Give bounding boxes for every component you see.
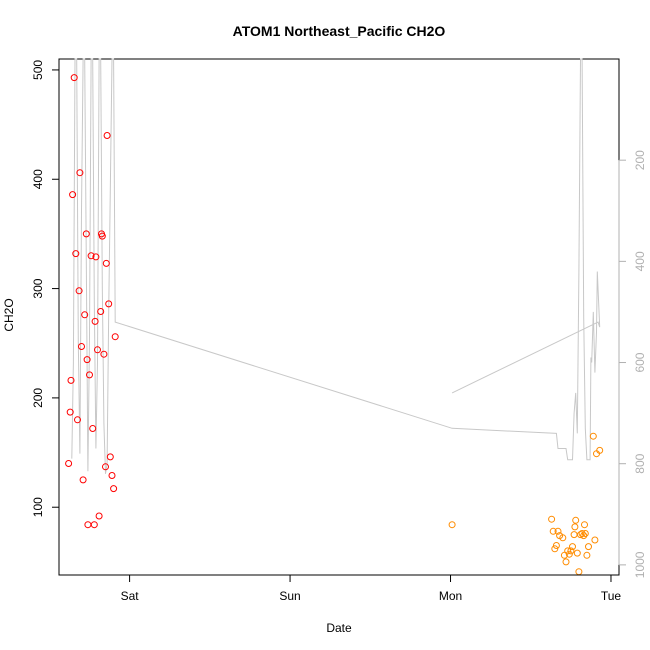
point-red: [76, 169, 84, 177]
point-red: [111, 333, 119, 341]
point-red: [103, 132, 111, 139]
point-orange: [570, 531, 578, 539]
point-orange: [583, 551, 591, 559]
x-tick-label: Sun: [279, 589, 300, 603]
y-tick-label: 200: [31, 388, 45, 408]
point-orange: [572, 516, 580, 524]
point-red: [94, 346, 101, 354]
point-orange: [551, 545, 559, 553]
point-red: [108, 472, 116, 479]
point-red: [65, 460, 73, 467]
y2-tick-label: 600: [633, 352, 647, 372]
point-orange: [578, 530, 586, 537]
y-tick-label: 500: [31, 60, 45, 80]
point-red: [81, 311, 89, 319]
point-orange: [562, 558, 570, 566]
point-orange: [575, 568, 583, 576]
point-orange: [565, 550, 573, 558]
point-red: [83, 356, 91, 364]
point-orange: [589, 432, 597, 440]
point-red: [91, 317, 99, 325]
point-red: [74, 416, 81, 424]
point-orange: [548, 515, 556, 523]
point-orange: [573, 549, 581, 557]
y2-tick-label: 200: [633, 150, 647, 170]
x-tick-label: Sat: [121, 589, 140, 603]
point-red: [92, 253, 100, 261]
points-layer: [65, 74, 604, 576]
point-orange: [549, 527, 557, 535]
point-red: [89, 425, 97, 432]
point-orange: [560, 551, 568, 559]
point-red: [79, 476, 87, 484]
point-red: [90, 521, 98, 529]
point-orange: [554, 527, 562, 535]
point-orange: [596, 446, 604, 454]
y-axis-label: CH2O: [2, 298, 16, 331]
y-tick-label: 400: [31, 169, 45, 189]
y2-tick-label: 800: [633, 453, 647, 473]
point-red: [72, 250, 80, 258]
point-red: [82, 230, 90, 238]
point-orange: [577, 531, 584, 539]
plot-frame: [58, 58, 620, 576]
point-red: [87, 252, 95, 260]
x-axis-label: Date: [326, 621, 352, 635]
point-red: [102, 259, 110, 267]
point-red: [100, 350, 108, 358]
point-orange: [581, 521, 588, 529]
point-red: [66, 408, 74, 416]
point-orange: [564, 547, 572, 555]
point-red: [97, 308, 105, 315]
point-orange: [591, 536, 599, 544]
point-orange: [585, 543, 592, 551]
x-axis: Sat Sun Mon Tue: [121, 574, 622, 603]
point-red: [95, 512, 103, 520]
point-red: [110, 485, 118, 493]
point-orange: [552, 542, 560, 549]
altitude-line-layer: [71, 58, 601, 474]
point-orange: [580, 532, 588, 540]
y-tick-label: 100: [31, 497, 45, 517]
y-axis: 100 200 300 400 500: [31, 60, 60, 517]
point-orange: [581, 530, 589, 537]
point-red: [69, 191, 77, 199]
y2-tick-label: 400: [633, 251, 647, 271]
point-red: [67, 376, 75, 384]
chart-title: ATOM1 Northeast_Pacific CH2O: [233, 23, 446, 39]
point-orange: [567, 547, 575, 555]
point-red: [102, 463, 109, 471]
x-tick-label: Mon: [439, 589, 462, 603]
x-tick-label: Tue: [601, 589, 622, 603]
point-orange: [569, 543, 576, 551]
y2-tick-label: 1000: [633, 551, 647, 578]
point-red: [105, 300, 113, 308]
point-red: [86, 371, 93, 379]
point-orange: [571, 523, 579, 531]
y2-axis: 200 400 600 800 1000: [618, 150, 647, 578]
point-red: [106, 453, 114, 461]
point-red: [84, 521, 92, 529]
point-red: [75, 287, 83, 295]
y-tick-label: 300: [31, 278, 45, 298]
point-red: [70, 74, 78, 82]
altitude-line: [71, 58, 601, 474]
point-orange: [448, 521, 456, 529]
point-orange: [559, 534, 567, 542]
point-red: [78, 343, 85, 350]
point-red: [98, 232, 106, 240]
